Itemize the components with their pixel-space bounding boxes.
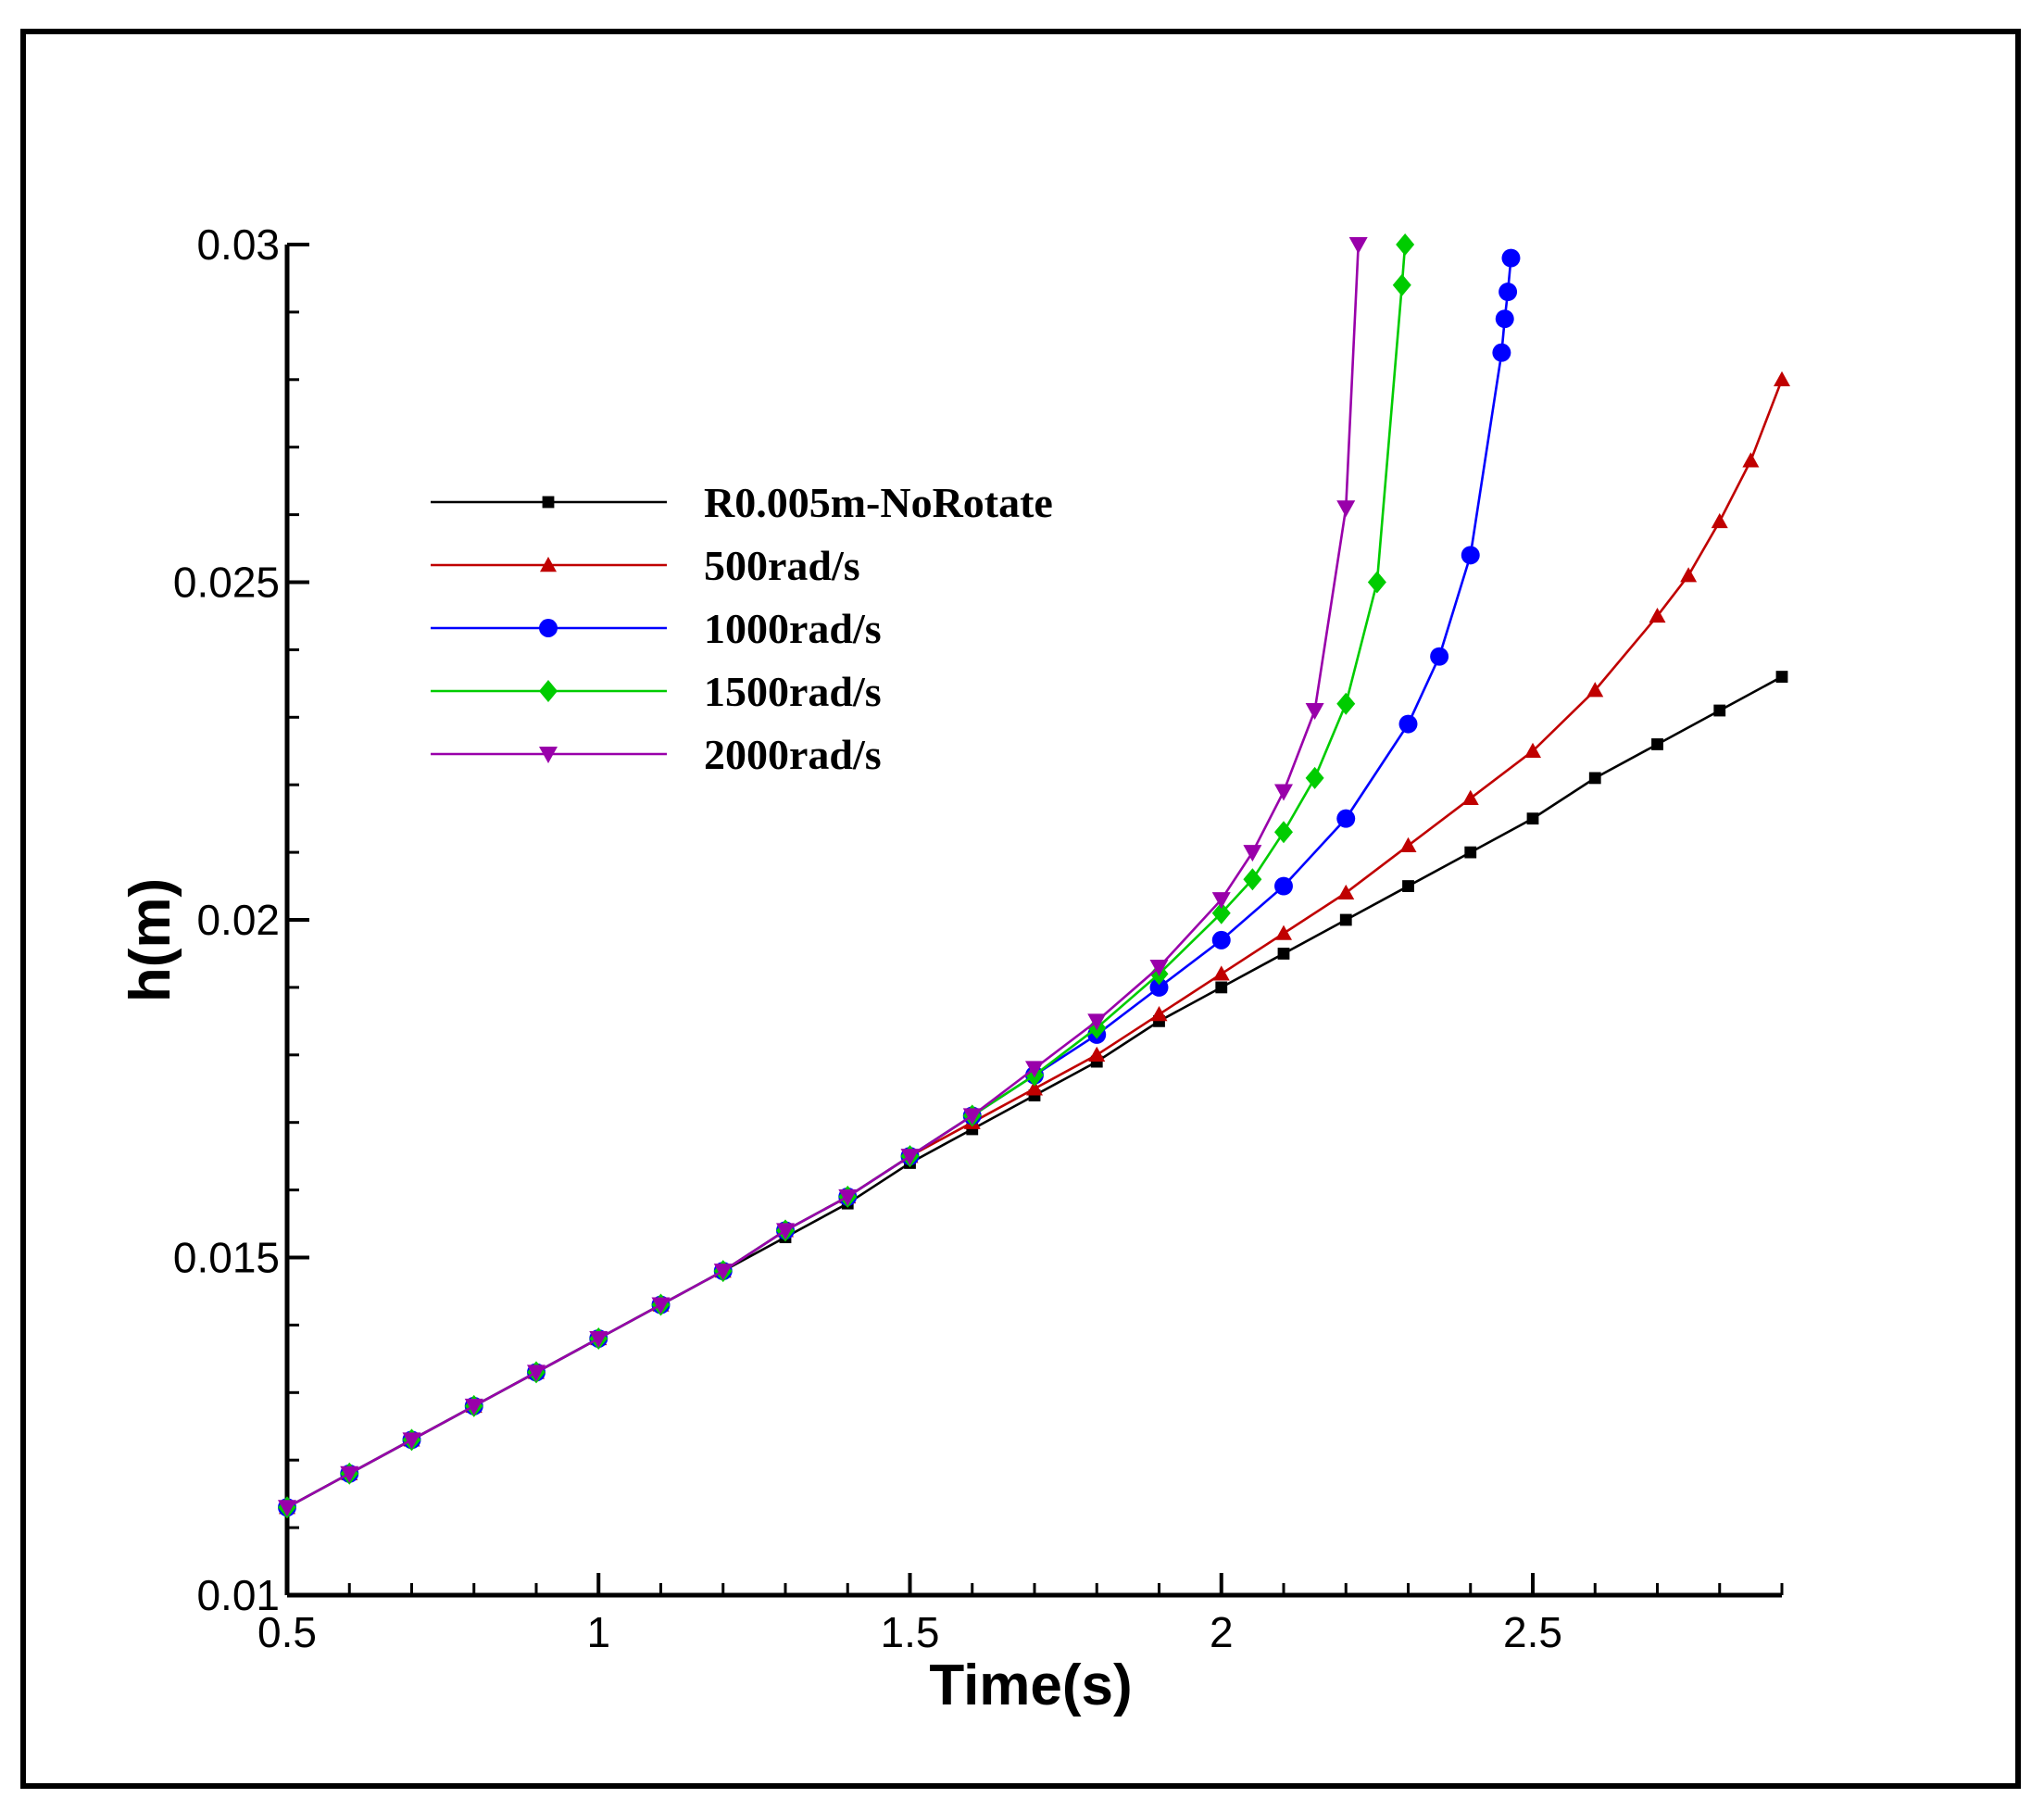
data-point: [589, 1330, 608, 1348]
legend-label: R0.005m-NoRotate: [704, 479, 1053, 526]
data-point: [900, 1149, 920, 1166]
x-axis-title: Time(s): [929, 1654, 1132, 1717]
y-tick-label: 0.01: [196, 1571, 280, 1619]
x-tick-label: 0.5: [257, 1608, 317, 1656]
data-point: [713, 1264, 733, 1281]
data-point: [1492, 343, 1511, 362]
data-point: [1649, 607, 1666, 623]
data-point: [464, 1398, 483, 1415]
data-point: [1348, 237, 1368, 254]
data-point: [776, 1223, 795, 1240]
data-point: [1277, 948, 1290, 960]
data-point: [1499, 283, 1518, 302]
data-point: [1774, 371, 1790, 386]
data-point: [1430, 647, 1449, 666]
data-point: [1402, 880, 1414, 892]
legend-marker: [540, 557, 557, 572]
y-tick-label: 0.03: [196, 220, 280, 269]
legend-marker: [539, 747, 558, 763]
data-point: [1211, 901, 1231, 924]
legend-label: 500rad/s: [704, 542, 860, 589]
x-tick-label: 2.5: [1503, 1608, 1562, 1656]
data-point: [402, 1432, 421, 1450]
data-point: [1149, 977, 1169, 997]
data-point: [1150, 1006, 1168, 1022]
y-tick-label: 0.025: [173, 559, 280, 607]
legend-marker: [539, 619, 558, 637]
data-point: [1211, 892, 1231, 910]
data-point: [1215, 981, 1228, 994]
data-point: [1651, 738, 1663, 750]
plot-area: [278, 233, 1790, 1519]
legend-marker: [542, 496, 555, 509]
y-tick-label: 0.02: [196, 896, 280, 944]
data-point: [1501, 248, 1521, 268]
data-point: [1275, 924, 1292, 940]
data-point: [1396, 233, 1415, 256]
data-point: [1588, 772, 1601, 785]
data-point: [1461, 789, 1479, 805]
data-point: [1243, 845, 1262, 862]
data-point: [1392, 273, 1411, 296]
data-point: [1524, 742, 1541, 758]
data-point: [1464, 846, 1477, 859]
legend-label: 1500rad/s: [704, 668, 882, 715]
x-tick-label: 2: [1210, 1608, 1234, 1656]
data-point: [1680, 567, 1698, 583]
y-axis-title: h(m): [119, 878, 182, 1002]
data-point: [527, 1365, 545, 1382]
series-4: [278, 237, 1368, 1517]
data-point: [1087, 1013, 1107, 1031]
data-point: [1586, 682, 1604, 698]
data-point: [838, 1188, 858, 1206]
data-point: [1336, 500, 1356, 518]
data-point: [1742, 452, 1760, 468]
data-point: [1526, 812, 1539, 825]
data-point: [1398, 714, 1418, 734]
data-point: [1495, 309, 1514, 329]
data-point: [1399, 836, 1417, 853]
data-point: [651, 1297, 671, 1314]
data-point: [1775, 671, 1788, 683]
data-point: [1149, 960, 1169, 977]
data-point: [1026, 1080, 1043, 1096]
data-point: [1274, 876, 1293, 896]
data-point: [1336, 692, 1356, 715]
data-point: [1337, 884, 1355, 900]
outer-frame: [20, 29, 2021, 1789]
data-point: [1339, 913, 1352, 926]
legend: R0.005m-NoRotate 500rad/s 1000rad/s 1500rad…: [431, 479, 1053, 778]
data-point: [1713, 704, 1726, 717]
data-point: [1336, 809, 1356, 828]
data-point: [1274, 784, 1293, 801]
data-point: [1711, 512, 1728, 529]
data-point: [1305, 766, 1324, 789]
data-point: [1461, 546, 1480, 565]
data-point: [1025, 1061, 1044, 1078]
data-point: [1243, 868, 1262, 891]
legend-marker: [539, 680, 558, 702]
data-point: [1212, 965, 1230, 981]
axes: 0.01 0.015 0.02 0.025 0.03 0.5 1 1.5 2 2.5: [173, 220, 1784, 1656]
data-point: [962, 1108, 982, 1126]
x-tick-label: 1: [586, 1608, 610, 1656]
data-point: [1211, 930, 1231, 950]
legend-label: 1000rad/s: [704, 605, 882, 652]
data-point: [1305, 703, 1324, 721]
data-point: [1367, 571, 1386, 594]
data-point: [1088, 1046, 1106, 1062]
y-tick-label: 0.015: [173, 1234, 280, 1282]
x-tick-label: 1.5: [881, 1608, 940, 1656]
data-point: [1274, 821, 1293, 844]
legend-label: 2000rad/s: [704, 731, 882, 778]
data-point: [340, 1465, 359, 1483]
data-point: [278, 1500, 296, 1517]
